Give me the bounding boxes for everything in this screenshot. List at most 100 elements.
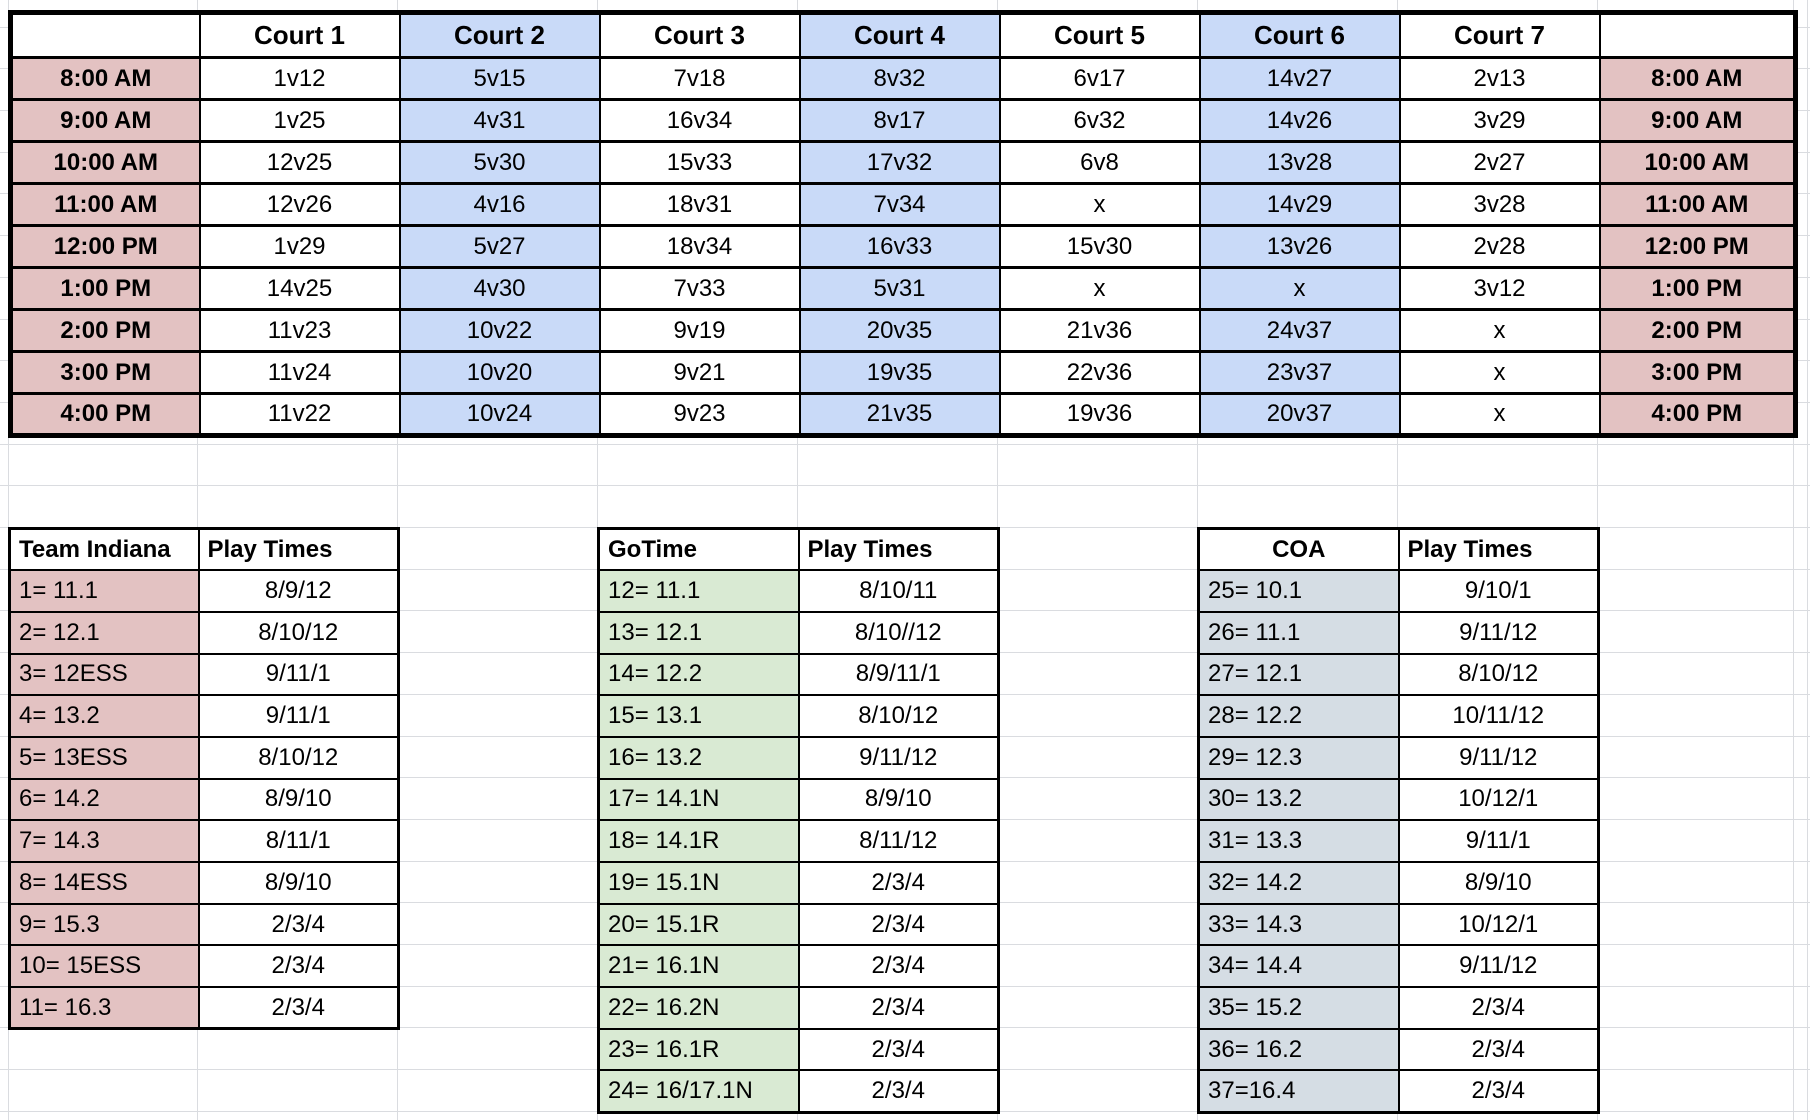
roster-times-cell[interactable]: 8/9/12 — [197, 569, 400, 613]
roster-team-cell[interactable]: 32= 14.2 — [1197, 861, 1400, 905]
match-cell[interactable]: 15v30 — [998, 224, 1201, 269]
roster-team-cell[interactable]: 12= 11.1 — [597, 569, 800, 613]
match-cell[interactable]: 22v36 — [998, 350, 1201, 395]
time-cell[interactable]: 9:00 AM — [1598, 98, 1797, 143]
match-cell[interactable]: 2v27 — [1398, 140, 1601, 185]
roster-times-cell[interactable]: 8/11/12 — [797, 819, 1000, 863]
roster-team-cell[interactable]: 4= 13.2 — [8, 694, 200, 738]
roster-team-cell[interactable]: 9= 15.3 — [8, 902, 200, 947]
match-cell[interactable]: 15v33 — [598, 140, 801, 185]
roster-times-cell[interactable]: 2/3/4 — [1397, 1069, 1600, 1114]
roster-title[interactable]: GoTime — [597, 527, 800, 572]
match-cell[interactable]: 11v22 — [198, 392, 401, 437]
match-cell[interactable]: 4v16 — [398, 182, 601, 227]
roster-times-cell[interactable]: 9/11/12 — [1397, 610, 1600, 655]
roster-times-cell[interactable]: 2/3/4 — [1397, 1027, 1600, 1072]
match-cell[interactable]: 2v28 — [1398, 224, 1601, 269]
roster-times-cell[interactable]: 2/3/4 — [1397, 986, 1600, 1030]
roster-team-cell[interactable]: 11= 16.3 — [8, 986, 200, 1030]
court-header[interactable]: Court 1 — [198, 11, 401, 59]
match-cell[interactable]: 5v15 — [398, 56, 601, 101]
roster-times-cell[interactable]: 10/11/12 — [1397, 694, 1600, 738]
match-cell[interactable]: 7v18 — [598, 56, 801, 101]
match-cell[interactable]: 9v23 — [598, 392, 801, 437]
time-cell[interactable]: 2:00 PM — [1598, 308, 1797, 353]
match-cell[interactable]: 10v20 — [398, 350, 601, 395]
time-cell[interactable]: 2:00 PM — [9, 308, 201, 353]
roster-team-cell[interactable]: 20= 15.1R — [597, 902, 800, 947]
roster-times-cell[interactable]: 8/9/10 — [797, 777, 1000, 822]
match-cell[interactable]: 13v28 — [1198, 140, 1401, 185]
roster-times-cell[interactable]: 8/9/10 — [1397, 861, 1600, 905]
roster-team-cell[interactable]: 1= 11.1 — [8, 569, 200, 613]
match-cell[interactable]: 9v19 — [598, 308, 801, 353]
roster-times-header[interactable]: Play Times — [197, 527, 400, 572]
roster-team-cell[interactable]: 31= 13.3 — [1197, 819, 1400, 863]
court-header[interactable]: Court 7 — [1398, 11, 1601, 59]
time-cell[interactable]: 10:00 AM — [9, 140, 201, 185]
match-cell[interactable]: 7v34 — [798, 182, 1001, 227]
roster-times-cell[interactable]: 9/11/12 — [797, 735, 1000, 780]
match-cell[interactable]: 4v31 — [398, 98, 601, 143]
roster-times-cell[interactable]: 8/10/12 — [1397, 652, 1600, 697]
roster-times-cell[interactable]: 2/3/4 — [197, 944, 400, 989]
roster-team-cell[interactable]: 13= 12.1 — [597, 610, 800, 655]
roster-team-cell[interactable]: 18= 14.1R — [597, 819, 800, 863]
roster-times-cell[interactable]: 2/3/4 — [797, 944, 1000, 989]
match-cell[interactable]: 14v29 — [1198, 182, 1401, 227]
time-cell[interactable]: 10:00 AM — [1598, 140, 1797, 185]
match-cell[interactable]: 11v23 — [198, 308, 401, 353]
roster-title[interactable]: COA — [1197, 527, 1400, 572]
roster-team-cell[interactable]: 36= 16.2 — [1197, 1027, 1400, 1072]
match-cell[interactable]: 5v31 — [798, 266, 1001, 311]
roster-times-cell[interactable]: 8/11/1 — [197, 819, 400, 863]
roster-team-cell[interactable]: 6= 14.2 — [8, 777, 200, 822]
roster-team-cell[interactable]: 16= 13.2 — [597, 735, 800, 780]
time-cell[interactable]: 8:00 AM — [1598, 56, 1797, 101]
match-cell[interactable]: 1v29 — [198, 224, 401, 269]
match-cell[interactable]: 5v27 — [398, 224, 601, 269]
roster-team-cell[interactable]: 29= 12.3 — [1197, 735, 1400, 780]
time-cell[interactable]: 8:00 AM — [9, 56, 201, 101]
roster-team-cell[interactable]: 37=16.4 — [1197, 1069, 1400, 1114]
roster-team-cell[interactable]: 3= 12ESS — [8, 652, 200, 697]
match-cell[interactable]: 14v27 — [1198, 56, 1401, 101]
match-cell[interactable]: 17v32 — [798, 140, 1001, 185]
court-header[interactable]: Court 2 — [398, 11, 601, 59]
time-cell[interactable]: 11:00 AM — [1598, 182, 1797, 227]
court-header[interactable]: Court 6 — [1198, 11, 1401, 59]
match-cell[interactable]: x — [998, 182, 1201, 227]
roster-team-cell[interactable]: 28= 12.2 — [1197, 694, 1400, 738]
match-cell[interactable]: 8v17 — [798, 98, 1001, 143]
roster-times-cell[interactable]: 9/11/12 — [1397, 735, 1600, 780]
roster-team-cell[interactable]: 7= 14.3 — [8, 819, 200, 863]
roster-team-cell[interactable]: 21= 16.1N — [597, 944, 800, 989]
schedule-corner-cell[interactable] — [1598, 11, 1797, 59]
match-cell[interactable]: x — [998, 266, 1201, 311]
roster-team-cell[interactable]: 34= 14.4 — [1197, 944, 1400, 989]
match-cell[interactable]: 5v30 — [398, 140, 601, 185]
match-cell[interactable]: 6v8 — [998, 140, 1201, 185]
match-cell[interactable]: 12v25 — [198, 140, 401, 185]
match-cell[interactable]: x — [1398, 308, 1601, 353]
roster-team-cell[interactable]: 15= 13.1 — [597, 694, 800, 738]
roster-times-cell[interactable]: 10/12/1 — [1397, 902, 1600, 947]
match-cell[interactable]: 10v24 — [398, 392, 601, 437]
roster-times-cell[interactable]: 2/3/4 — [797, 902, 1000, 947]
time-cell[interactable]: 1:00 PM — [1598, 266, 1797, 311]
court-header[interactable]: Court 5 — [998, 11, 1201, 59]
roster-times-cell[interactable]: 10/12/1 — [1397, 777, 1600, 822]
roster-times-cell[interactable]: 9/11/1 — [1397, 819, 1600, 863]
roster-team-cell[interactable]: 8= 14ESS — [8, 861, 200, 905]
match-cell[interactable]: x — [1398, 350, 1601, 395]
court-header[interactable]: Court 3 — [598, 11, 801, 59]
match-cell[interactable]: 3v29 — [1398, 98, 1601, 143]
match-cell[interactable]: 1v12 — [198, 56, 401, 101]
roster-times-cell[interactable]: 2/3/4 — [797, 861, 1000, 905]
roster-times-cell[interactable]: 9/11/1 — [197, 694, 400, 738]
roster-times-cell[interactable]: 8/10//12 — [797, 610, 1000, 655]
roster-times-cell[interactable]: 9/11/12 — [1397, 944, 1600, 989]
roster-times-cell[interactable]: 2/3/4 — [197, 986, 400, 1030]
roster-team-cell[interactable]: 19= 15.1N — [597, 861, 800, 905]
roster-times-cell[interactable]: 8/9/11/1 — [797, 652, 1000, 697]
